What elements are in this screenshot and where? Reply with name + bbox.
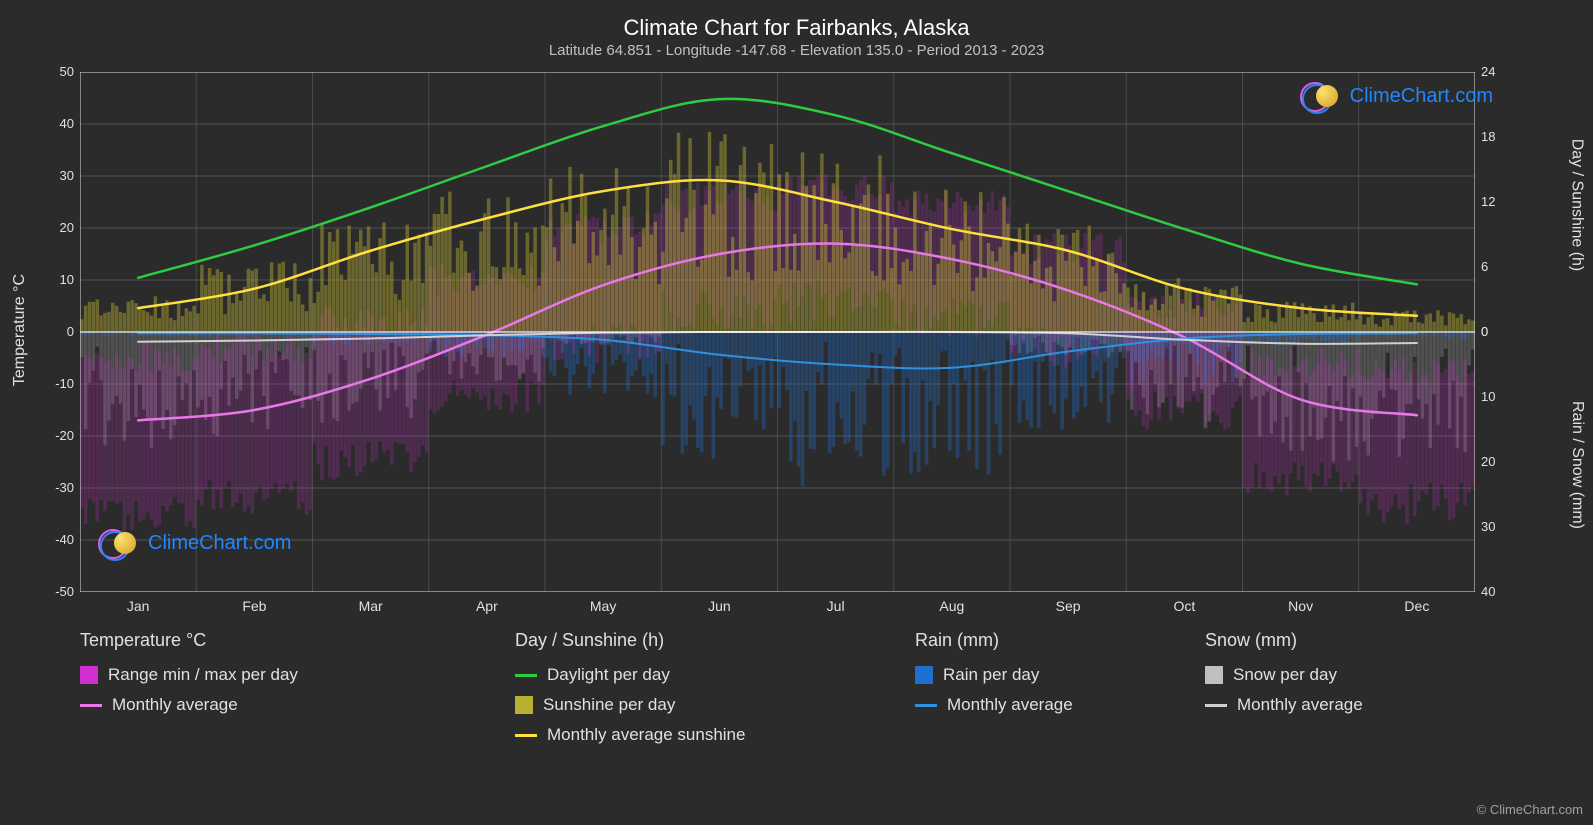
- y-tick-right-bottom: 0: [1481, 324, 1511, 339]
- climechart-logo-icon: [98, 529, 140, 557]
- legend-swatch-line: [80, 704, 102, 707]
- watermark-text: ClimeChart.com: [1350, 85, 1493, 108]
- x-tick-month: Mar: [341, 598, 401, 614]
- legend-heading: Temperature °C: [80, 630, 515, 651]
- y-axis-right-bottom-label: Rain / Snow (mm): [1568, 401, 1586, 529]
- legend-swatch-box: [80, 666, 98, 684]
- legend-item: Monthly average: [80, 695, 515, 715]
- legend-label: Monthly average sunshine: [547, 725, 745, 745]
- legend-swatch-box: [1205, 666, 1223, 684]
- legend-swatch-line: [515, 674, 537, 677]
- x-tick-month: Aug: [922, 598, 982, 614]
- legend-heading: Rain (mm): [915, 630, 1205, 651]
- legend-swatch-box: [515, 696, 533, 714]
- y-tick-left: 0: [44, 324, 74, 339]
- chart-title: Climate Chart for Fairbanks, Alaska: [0, 15, 1593, 41]
- x-tick-month: Jun: [689, 598, 749, 614]
- legend-item: Snow per day: [1205, 665, 1475, 685]
- plot-area: [80, 72, 1475, 592]
- y-axis-right-top-label: Day / Sunshine (h): [1568, 139, 1586, 272]
- y-tick-left: -50: [44, 584, 74, 599]
- x-tick-month: Sep: [1038, 598, 1098, 614]
- legend-label: Monthly average: [1237, 695, 1363, 715]
- climate-chart: Climate Chart for Fairbanks, Alaska Lati…: [0, 0, 1593, 825]
- plot-svg: [80, 72, 1475, 592]
- legend-column: Snow (mm) Snow per day Monthly average: [1205, 630, 1475, 745]
- y-tick-right-top: 24: [1481, 64, 1511, 79]
- y-tick-left: -20: [44, 428, 74, 443]
- x-tick-month: May: [573, 598, 633, 614]
- y-tick-right-top: 18: [1481, 129, 1511, 144]
- x-tick-month: Nov: [1271, 598, 1331, 614]
- legend-column: Day / Sunshine (h) Daylight per day Sunshi…: [515, 630, 915, 745]
- legend-label: Snow per day: [1233, 665, 1337, 685]
- y-tick-right-bottom: 10: [1481, 389, 1511, 404]
- legend-swatch-line: [515, 734, 537, 737]
- legend-label: Sunshine per day: [543, 695, 675, 715]
- legend-item: Range min / max per day: [80, 665, 515, 685]
- legend-swatch-box: [915, 666, 933, 684]
- legend-label: Daylight per day: [547, 665, 670, 685]
- y-tick-left: -30: [44, 480, 74, 495]
- y-tick-left: 10: [44, 272, 74, 287]
- y-tick-left: 30: [44, 168, 74, 183]
- legend-label: Rain per day: [943, 665, 1039, 685]
- x-tick-month: Feb: [224, 598, 284, 614]
- y-tick-left: -40: [44, 532, 74, 547]
- legend-column: Temperature °C Range min / max per day Mon…: [80, 630, 515, 745]
- watermark-bottom-left: ClimeChart.com: [98, 529, 291, 557]
- x-tick-month: Jul: [806, 598, 866, 614]
- x-tick-month: Apr: [457, 598, 517, 614]
- x-tick-month: Dec: [1387, 598, 1447, 614]
- legend-swatch-line: [915, 704, 937, 707]
- watermark-top-right: ClimeChart.com: [1300, 82, 1493, 110]
- y-tick-left: 50: [44, 64, 74, 79]
- legend-heading: Day / Sunshine (h): [515, 630, 915, 651]
- climechart-logo-icon: [1300, 82, 1342, 110]
- x-tick-month: Jan: [108, 598, 168, 614]
- legend-swatch-line: [1205, 704, 1227, 707]
- legend-label: Monthly average: [947, 695, 1073, 715]
- legend-column: Rain (mm) Rain per day Monthly average: [915, 630, 1205, 745]
- y-tick-right-top: 6: [1481, 259, 1511, 274]
- legend-item: Rain per day: [915, 665, 1205, 685]
- watermark-text: ClimeChart.com: [148, 532, 291, 555]
- y-tick-right-bottom: 40: [1481, 584, 1511, 599]
- legend-item: Monthly average: [915, 695, 1205, 715]
- legend-item: Daylight per day: [515, 665, 915, 685]
- legend-label: Range min / max per day: [108, 665, 298, 685]
- copyright: © ClimeChart.com: [1477, 802, 1583, 817]
- y-tick-right-top: 12: [1481, 194, 1511, 209]
- y-axis-left-label: Temperature °C: [11, 274, 29, 386]
- legend-item: Monthly average sunshine: [515, 725, 915, 745]
- y-tick-right-bottom: 30: [1481, 519, 1511, 534]
- legend-item: Monthly average: [1205, 695, 1475, 715]
- legend-heading: Snow (mm): [1205, 630, 1475, 651]
- y-tick-left: 40: [44, 116, 74, 131]
- legend-label: Monthly average: [112, 695, 238, 715]
- y-tick-right-bottom: 20: [1481, 454, 1511, 469]
- x-tick-month: Oct: [1154, 598, 1214, 614]
- y-tick-left: 20: [44, 220, 74, 235]
- chart-subtitle: Latitude 64.851 - Longitude -147.68 - El…: [0, 42, 1593, 59]
- legend-item: Sunshine per day: [515, 695, 915, 715]
- legend: Temperature °C Range min / max per day Mon…: [80, 630, 1475, 745]
- y-tick-left: -10: [44, 376, 74, 391]
